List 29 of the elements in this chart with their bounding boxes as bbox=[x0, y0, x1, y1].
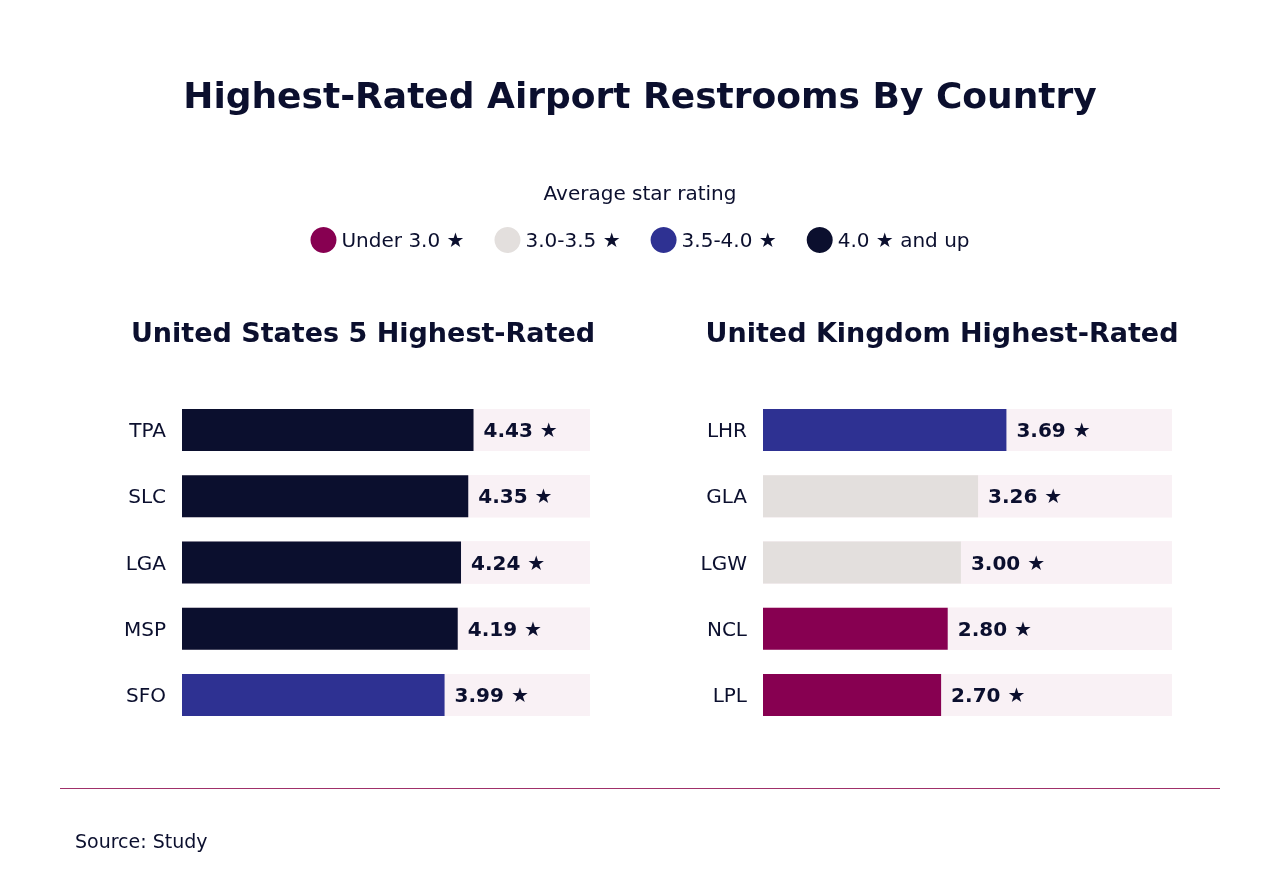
legend-label: 3.0-3.5 ★ bbox=[525, 228, 621, 252]
y-tick-label: NCL bbox=[706, 616, 748, 641]
legend-label: 4.0 ★ and up bbox=[837, 228, 970, 252]
chart-subtitle: United States 5 Highest-Rated bbox=[130, 317, 596, 348]
data-label: 4.19 ★ bbox=[467, 616, 542, 641]
y-tick-label: LGA bbox=[125, 550, 167, 575]
data-label: 3.00 ★ bbox=[970, 550, 1046, 575]
data-label: 3.99 ★ bbox=[454, 682, 529, 707]
y-tick-label: SLC bbox=[128, 484, 166, 509]
y-tick-label: LPL bbox=[712, 682, 748, 707]
y-tick-label: LGW bbox=[700, 550, 748, 575]
data-label: 2.70 ★ bbox=[951, 682, 1026, 707]
data-label: 3.26 ★ bbox=[988, 484, 1063, 509]
y-tick-label: GLA bbox=[706, 484, 748, 509]
chart-title: United Kingdom Highest-Rated bbox=[705, 317, 1179, 348]
data-label: 2.80 ★ bbox=[957, 616, 1032, 641]
y-tick-label: LHR bbox=[706, 418, 748, 443]
source-note: Source: Study bbox=[75, 829, 208, 852]
chart-title: Highest-Rated Airport Restrooms By Country bbox=[183, 74, 1097, 116]
legend-label: Under 3.0 ★ bbox=[341, 228, 465, 252]
y-tick-label: MSP bbox=[123, 616, 166, 641]
y-tick-label: SFO bbox=[126, 682, 166, 707]
data-label: 4.43 ★ bbox=[483, 418, 558, 443]
data-label: 4.24 ★ bbox=[471, 550, 546, 575]
data-label: 4.35 ★ bbox=[478, 484, 553, 509]
legend-title: Average star rating bbox=[543, 181, 737, 205]
data-label: 3.69 ★ bbox=[1016, 418, 1091, 443]
legend-label: 3.5-4.0 ★ bbox=[681, 228, 777, 252]
y-tick-label: TPA bbox=[128, 418, 167, 443]
